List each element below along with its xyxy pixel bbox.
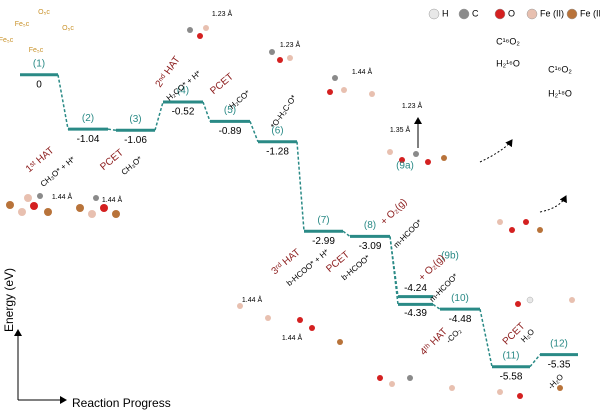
annotation: H₂¹⁶O [496,58,520,68]
annotation: O₅c [62,25,74,32]
legend-label: Fe (II) [540,8,564,18]
level-label: (8) [364,220,376,231]
annotation: + O₂(g) [417,253,448,284]
value-label: -0.89 [219,126,242,137]
level-label: (5) [224,105,236,116]
annotation: 1.35 Å [390,125,411,134]
legend-label: H [442,8,449,18]
annotation: m-HCOO* [392,218,424,250]
legend-label: O [508,8,515,18]
release-arrow [479,139,513,163]
annotation: 1.23 Å [280,40,301,49]
annotation: C¹⁶O₂ [496,36,520,46]
molecule-clusters [6,25,575,399]
value-label: -1.28 [266,146,289,157]
legend-swatch [526,8,538,20]
connector [296,141,305,232]
value-label: -0.52 [172,107,195,118]
legend-label: Fe (III) [580,8,600,18]
annotation: + O₂(g) [379,197,410,228]
connector [432,303,441,310]
annotation: C¹⁶O₂ [548,64,572,74]
legend-swatch [566,8,578,20]
annotation: 1.44 Å [242,295,263,304]
annotation: 1.44 Å [352,67,373,76]
release-arrow [539,195,567,213]
annotation: 1.23 Å [402,101,423,110]
annotation: Fe₅c [0,37,14,44]
value-label: -1.06 [124,135,147,146]
value-label: -3.09 [359,241,382,252]
connector [249,121,259,143]
level-label: (9a) [396,161,414,172]
annotation: 1.44 Å [52,192,73,201]
legend-swatch [428,8,440,20]
connector [107,128,117,131]
level-label: (4) [177,86,189,97]
annotation: 1.44 Å [282,333,303,342]
value-label: -4.48 [449,314,472,325]
annotation: 4ᵗʰ HAT [418,326,450,358]
annotation: H₂¹⁸O [548,88,572,98]
level-label: (11) [502,350,519,361]
value-label: -5.35 [548,359,571,370]
connector [479,308,493,367]
level-label: (12) [550,338,568,349]
annotation: -CO₂ [444,326,463,345]
value-label: -5.58 [500,371,523,382]
value-label: -4.24 [404,283,427,294]
annotation: 1.23 Å [212,9,233,18]
legend-swatch [458,8,470,20]
annotation: Fe₅c [15,21,30,28]
annotation: 1.44 Å [102,195,123,204]
level-label: (2) [82,113,94,124]
x-axis-label: Reaction Progress [72,396,171,410]
level-label: (10) [451,293,469,304]
connector [57,74,69,130]
level-label: (3) [129,114,141,125]
annotation: *O-H₂C-O* [269,93,299,130]
legend-label: C [472,8,479,18]
y-axis-label: Energy (eV) [2,268,16,332]
annotation: H₂CO* [228,89,252,111]
connector [529,354,541,368]
connector [154,101,164,131]
connector [389,236,399,305]
connector [202,101,211,122]
level-label: (9b) [441,251,459,262]
annotation: Fe₅c [29,47,44,54]
value-label: -4.39 [404,308,427,319]
value-label: -1.04 [77,134,100,145]
level-label: (6) [271,125,283,136]
legend-swatch [494,8,506,20]
annotation: O₅c [38,9,50,16]
annotation: PCET [208,71,236,97]
level-label: (7) [317,215,329,226]
value-label: 0 [36,79,42,90]
value-label: -2.99 [312,236,335,247]
level-label: (1) [33,58,45,69]
connector [342,230,351,238]
